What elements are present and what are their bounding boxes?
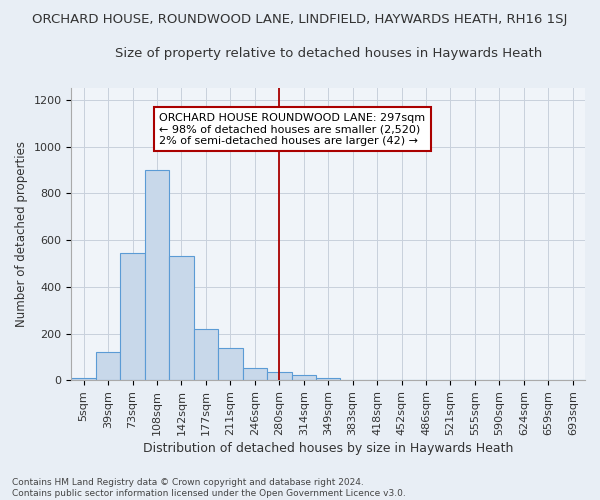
X-axis label: Distribution of detached houses by size in Haywards Heath: Distribution of detached houses by size … <box>143 442 514 455</box>
Bar <box>218 348 242 380</box>
Bar <box>121 253 145 380</box>
Bar <box>242 368 267 380</box>
Text: Contains HM Land Registry data © Crown copyright and database right 2024.
Contai: Contains HM Land Registry data © Crown c… <box>12 478 406 498</box>
Bar <box>194 329 218 380</box>
Y-axis label: Number of detached properties: Number of detached properties <box>15 141 28 327</box>
Bar <box>145 170 169 380</box>
Bar <box>169 256 194 380</box>
Text: ORCHARD HOUSE, ROUNDWOOD LANE, LINDFIELD, HAYWARDS HEATH, RH16 1SJ: ORCHARD HOUSE, ROUNDWOOD LANE, LINDFIELD… <box>32 12 568 26</box>
Bar <box>267 372 292 380</box>
Bar <box>316 378 340 380</box>
Bar <box>96 352 121 380</box>
Title: Size of property relative to detached houses in Haywards Heath: Size of property relative to detached ho… <box>115 48 542 60</box>
Text: ORCHARD HOUSE ROUNDWOOD LANE: 297sqm
← 98% of detached houses are smaller (2,520: ORCHARD HOUSE ROUNDWOOD LANE: 297sqm ← 9… <box>160 112 425 146</box>
Bar <box>292 375 316 380</box>
Bar <box>71 378 96 380</box>
